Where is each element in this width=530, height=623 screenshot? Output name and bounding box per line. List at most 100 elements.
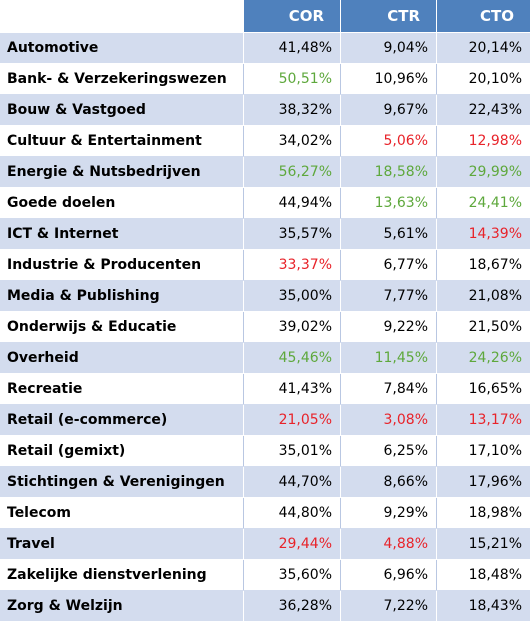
ctr-value: 18,58% — [341, 157, 437, 187]
row-label: Retail (gemixt) — [0, 436, 244, 466]
ctr-value: 9,29% — [341, 498, 437, 528]
cor-value: 36,28% — [244, 591, 341, 621]
table-row: Recreatie 41,43% 7,84% 16,65% — [0, 374, 530, 405]
table-row: ICT & Internet 35,57% 5,61% 14,39% — [0, 219, 530, 250]
cor-value: 56,27% — [244, 157, 341, 187]
row-label: Telecom — [0, 498, 244, 528]
cor-value: 41,43% — [244, 374, 341, 404]
cto-value: 15,21% — [468, 536, 522, 552]
row-label: Overheid — [0, 343, 244, 373]
cor-value: 35,01% — [244, 436, 341, 466]
cor-value: 34,02% — [244, 126, 341, 156]
row-label: ICT & Internet — [0, 219, 244, 249]
table-row: Goede doelen 44,94% 13,63% 24,41% — [0, 188, 530, 219]
row-label: Bouw & Vastgoed — [0, 95, 244, 125]
table-row: Zorg & Welzijn 36,28% 7,22% 18,43% — [0, 591, 530, 622]
ctr-value: 9,67% — [341, 95, 437, 125]
cto-value: 21,08% — [468, 288, 522, 304]
ctr-value: 8,66% — [341, 467, 437, 497]
cto-value: 18,67% — [468, 257, 522, 273]
row-label: Cultuur & Entertainment — [0, 126, 244, 156]
cto-value: 29,99% — [468, 164, 522, 180]
row-label: Retail (e-commerce) — [0, 405, 244, 435]
header-empty-cell — [0, 0, 244, 32]
cto-value: 18,48% — [468, 567, 522, 583]
ctr-value: 5,61% — [341, 219, 437, 249]
table-row: Retail (e-commerce) 21,05% 3,08% 13,17% — [0, 405, 530, 436]
row-label: Bank- & Verzekeringswezen — [0, 64, 244, 94]
cto-value: 12,98% — [468, 133, 522, 149]
table-row: Retail (gemixt) 35,01% 6,25% 17,10% — [0, 436, 530, 467]
ctr-value: 13,63% — [341, 188, 437, 218]
table-body: Automotive 41,48% 9,04% 20,14% Bank- & Verze… — [0, 33, 530, 622]
ctr-value: 7,84% — [341, 374, 437, 404]
table-row: Zakelijke dienstverlening 35,60% 6,96% 18,4… — [0, 560, 530, 591]
row-label: Travel — [0, 529, 244, 559]
cor-value: 35,00% — [244, 281, 341, 311]
ctr-value: 6,77% — [341, 250, 437, 280]
ctr-value: 7,77% — [341, 281, 437, 311]
ctr-value: 9,22% — [341, 312, 437, 342]
cto-value: 20,14% — [468, 40, 522, 56]
cor-value: 29,44% — [244, 529, 341, 559]
table-row: Stichtingen & Verenigingen 44,70% 8,66% 17,… — [0, 467, 530, 498]
table-row: Travel 29,44% 4,88% 15,21% — [0, 529, 530, 560]
column-header-cto: CTO — [480, 7, 514, 25]
ctr-value: 9,04% — [341, 33, 437, 63]
cto-value: 18,98% — [468, 505, 522, 521]
cto-value: 17,96% — [468, 474, 522, 490]
cto-value: 22,43% — [468, 102, 522, 118]
table-header: COR CTR CTO — [0, 0, 530, 33]
cor-value: 44,70% — [244, 467, 341, 497]
ctr-value: 11,45% — [341, 343, 437, 373]
row-label: Automotive — [0, 33, 244, 63]
cor-value: 21,05% — [244, 405, 341, 435]
cor-value: 39,02% — [244, 312, 341, 342]
cto-value: 24,41% — [468, 195, 522, 211]
cto-value: 21,50% — [468, 319, 522, 335]
cor-value: 41,48% — [244, 33, 341, 63]
table-row: Onderwijs & Educatie 39,02% 9,22% 21,50% — [0, 312, 530, 343]
table-row: Media & Publishing 35,00% 7,77% 21,08% — [0, 281, 530, 312]
cto-value: 17,10% — [468, 443, 522, 459]
cor-value: 35,57% — [244, 219, 341, 249]
row-label: Energie & Nutsbedrijven — [0, 157, 244, 187]
table-row: Automotive 41,48% 9,04% 20,14% — [0, 33, 530, 64]
row-label: Media & Publishing — [0, 281, 244, 311]
row-label: Zakelijke dienstverlening — [0, 560, 244, 590]
ctr-value: 4,88% — [341, 529, 437, 559]
cto-value: 18,43% — [468, 598, 522, 614]
cor-value: 38,32% — [244, 95, 341, 125]
row-label: Recreatie — [0, 374, 244, 404]
ctr-value: 10,96% — [341, 64, 437, 94]
ctr-value: 3,08% — [341, 405, 437, 435]
cor-value: 50,51% — [244, 64, 341, 94]
row-label: Industrie & Producenten — [0, 250, 244, 280]
column-header-ctr: CTR — [341, 0, 437, 32]
row-label: Onderwijs & Educatie — [0, 312, 244, 342]
cor-value: 45,46% — [244, 343, 341, 373]
table-row: Telecom 44,80% 9,29% 18,98% — [0, 498, 530, 529]
table-row: Bouw & Vastgoed 38,32% 9,67% 22,43% — [0, 95, 530, 126]
table-row: Energie & Nutsbedrijven 56,27% 18,58% 29,99… — [0, 157, 530, 188]
row-label: Stichtingen & Verenigingen — [0, 467, 244, 497]
cor-value: 33,37% — [244, 250, 341, 280]
cor-value: 35,60% — [244, 560, 341, 590]
table-row: Bank- & Verzekeringswezen 50,51% 10,96% 20,… — [0, 64, 530, 95]
ctr-value: 6,25% — [341, 436, 437, 466]
cor-value: 44,80% — [244, 498, 341, 528]
cto-value: 14,39% — [468, 226, 522, 242]
cto-value: 24,26% — [468, 350, 522, 366]
table-row: Overheid 45,46% 11,45% 24,26% — [0, 343, 530, 374]
table-row: Cultuur & Entertainment 34,02% 5,06% 12,98% — [0, 126, 530, 157]
row-label: Goede doelen — [0, 188, 244, 218]
column-header-cor: COR — [244, 0, 341, 32]
cto-value: 16,65% — [468, 381, 522, 397]
cto-value: 13,17% — [468, 412, 522, 428]
table-row: Industrie & Producenten 33,37% 6,77% 18,67% — [0, 250, 530, 281]
ctr-value: 6,96% — [341, 560, 437, 590]
cto-value: 20,10% — [468, 71, 522, 87]
ctr-value: 5,06% — [341, 126, 437, 156]
row-label: Zorg & Welzijn — [0, 591, 244, 621]
